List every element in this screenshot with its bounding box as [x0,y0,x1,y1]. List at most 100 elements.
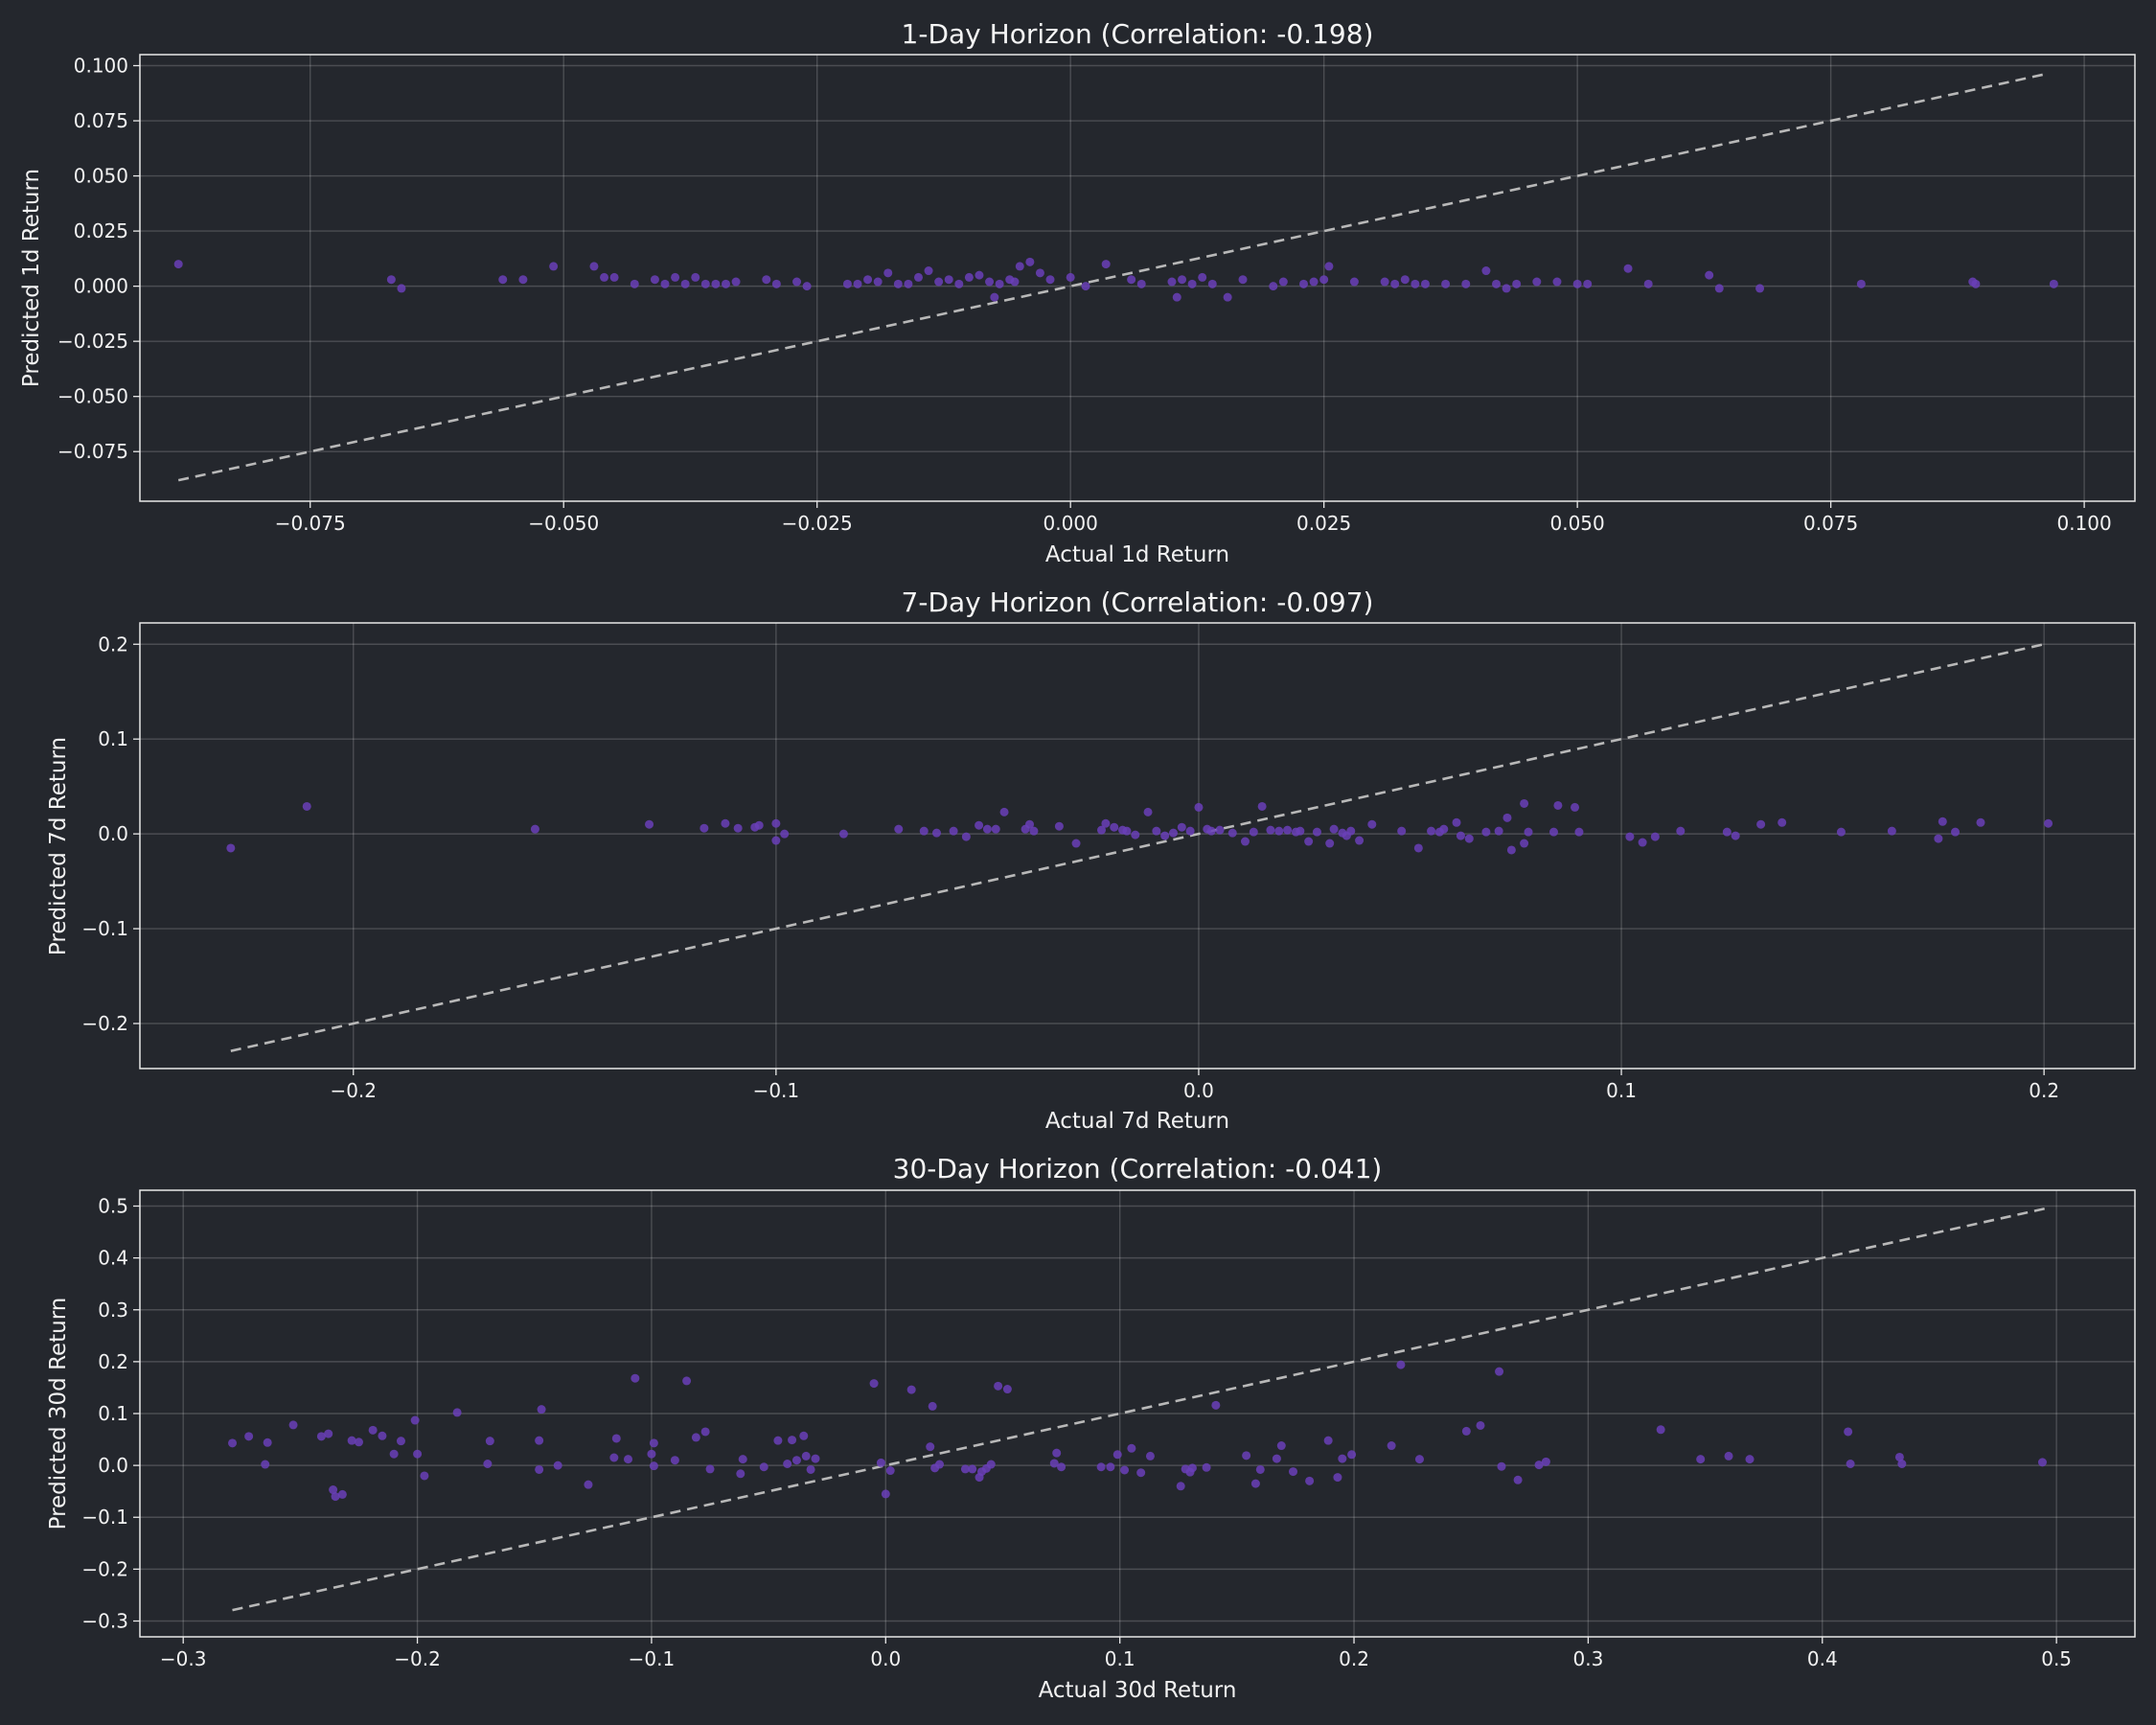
scatter-point-1d [1755,284,1765,293]
scatter-point-7d [1266,825,1275,835]
x-tick-label-7d: 0.0 [1183,1079,1214,1102]
y-tick-label-30d: 0.2 [98,1350,128,1373]
scatter-point-30d [485,1437,494,1446]
scatter-point-7d [838,829,848,839]
scatter-point-1d [1015,262,1024,271]
scatter-point-1d [990,292,999,302]
scatter-point-30d [700,1427,710,1437]
scatter-point-7d [721,818,730,828]
scatter-point-1d [1971,279,1981,288]
scatter-point-7d [1346,826,1356,836]
chart-title-7d: 7-Day Horizon (Correlation: -0.097) [902,586,1374,618]
x-tick-label-30d: 0.4 [1807,1647,1838,1670]
scatter-point-30d [791,1456,801,1465]
scatter-point-30d [261,1460,270,1469]
scatter-point-7d [1110,822,1119,832]
scatter-point-30d [869,1379,879,1389]
scatter-point-30d [960,1464,970,1474]
scatter-point-1d [1167,277,1177,287]
scatter-point-7d [1367,819,1377,829]
scatter-point-1d [660,279,670,288]
scatter-point-30d [994,1381,1003,1391]
x-tick-label-7d: −0.2 [330,1079,377,1102]
scatter-point-1d [1136,279,1146,288]
scatter-point-30d [1414,1455,1424,1464]
scatter-point-7d [919,826,929,836]
scatter-point-30d [410,1415,420,1425]
scatter-point-1d [1178,275,1187,285]
ticks-30d: −0.3 −0.2 −0.1 0.0 0.1 0.2 0.3 0.4 0.5 −0.3 −0.2 −0… [81,1195,2072,1670]
scatter-point-7d [1625,832,1635,841]
scatter-point-30d [682,1376,692,1386]
scatter-point-1d [650,275,659,285]
y-tick-label-30d: 0.5 [98,1195,128,1218]
scatter-point-7d [771,818,781,828]
scatter-point-7d [1524,827,1533,837]
scatter-point-30d [2037,1458,2047,1467]
scatter-point-30d [324,1429,333,1438]
y-tick-label-1d: 0.025 [74,219,128,242]
scatter-point-7d [1427,826,1436,836]
scatter-point-1d [995,279,1004,288]
scatter-point-30d [1347,1450,1357,1460]
scatter-point-7d [1413,843,1423,853]
scatter-point-30d [337,1489,347,1499]
scatter-point-7d [1731,831,1740,840]
scatter-point-30d [881,1489,890,1499]
scatter-point-30d [647,1449,656,1459]
scatter-point-1d [1856,279,1866,288]
scatter-point-7d [1194,802,1204,812]
scatter-point-30d [1541,1457,1550,1466]
scatter-point-1d [386,275,396,285]
grid-30d [140,1190,2135,1637]
scatter-point-1d [173,260,183,269]
scatter-point-1d [1324,262,1334,271]
chart-title-1d: 1-Day Horizon (Correlation: -0.198) [902,18,1374,50]
scatter-point-1d [883,268,893,278]
x-tick-label-30d: −0.1 [629,1647,676,1670]
scatter-point-30d [1211,1400,1221,1410]
scatter-point-7d [894,824,904,834]
scatter-point-7d [1452,817,1461,827]
scatter-point-7d [1185,826,1195,836]
scatter-point-30d [1387,1441,1396,1451]
scatter-point-7d [1160,831,1170,840]
scatter-point-30d [1696,1455,1706,1464]
scatter-point-1d [842,279,852,288]
scatter-points-7d [226,798,2053,855]
scatter-point-1d [771,279,781,288]
scatter-point-30d [1844,1427,1853,1437]
scatter-point-7d [1571,802,1580,812]
scatter-point-1d [944,275,953,285]
scatter-point-7d [1101,818,1111,828]
scatter-point-30d [1745,1455,1755,1464]
scatter-point-30d [624,1455,633,1464]
y-tick-label-1d: −0.025 [57,330,128,353]
scatter-point-30d [1333,1473,1342,1483]
scatter-point-7d [1520,798,1529,808]
scatter-point-1d [1045,275,1055,285]
scatter-point-30d [611,1434,621,1443]
scatter-point-7d [302,801,311,811]
scatter-point-30d [1897,1459,1907,1468]
x-tick-label-1d: 0.025 [1296,512,1351,535]
y-axis-label-30d: Predicted 30d Return [46,1298,71,1530]
scatter-point-30d [928,1401,937,1411]
scatter-point-30d [1136,1468,1146,1478]
scatter-point-30d [1476,1420,1485,1430]
scatter-point-30d [1534,1460,1544,1470]
y-tick-label-1d: 0.100 [74,55,128,78]
scatter-point-7d [1439,824,1449,834]
scatter-point-30d [968,1464,977,1474]
scatter-point-30d [801,1451,811,1460]
scatter-point-7d [1071,839,1081,848]
scatter-point-7d [1168,828,1178,838]
scatter-point-7d [1029,826,1039,836]
scatter-point-30d [705,1464,715,1474]
y-tick-label-1d: 0.075 [74,109,128,132]
x-tick-label-7d: −0.1 [753,1079,800,1102]
scatter-point-30d [1127,1443,1136,1453]
scatter-point-30d [1894,1452,1904,1461]
y-tick-label-30d: 0.3 [98,1299,128,1322]
